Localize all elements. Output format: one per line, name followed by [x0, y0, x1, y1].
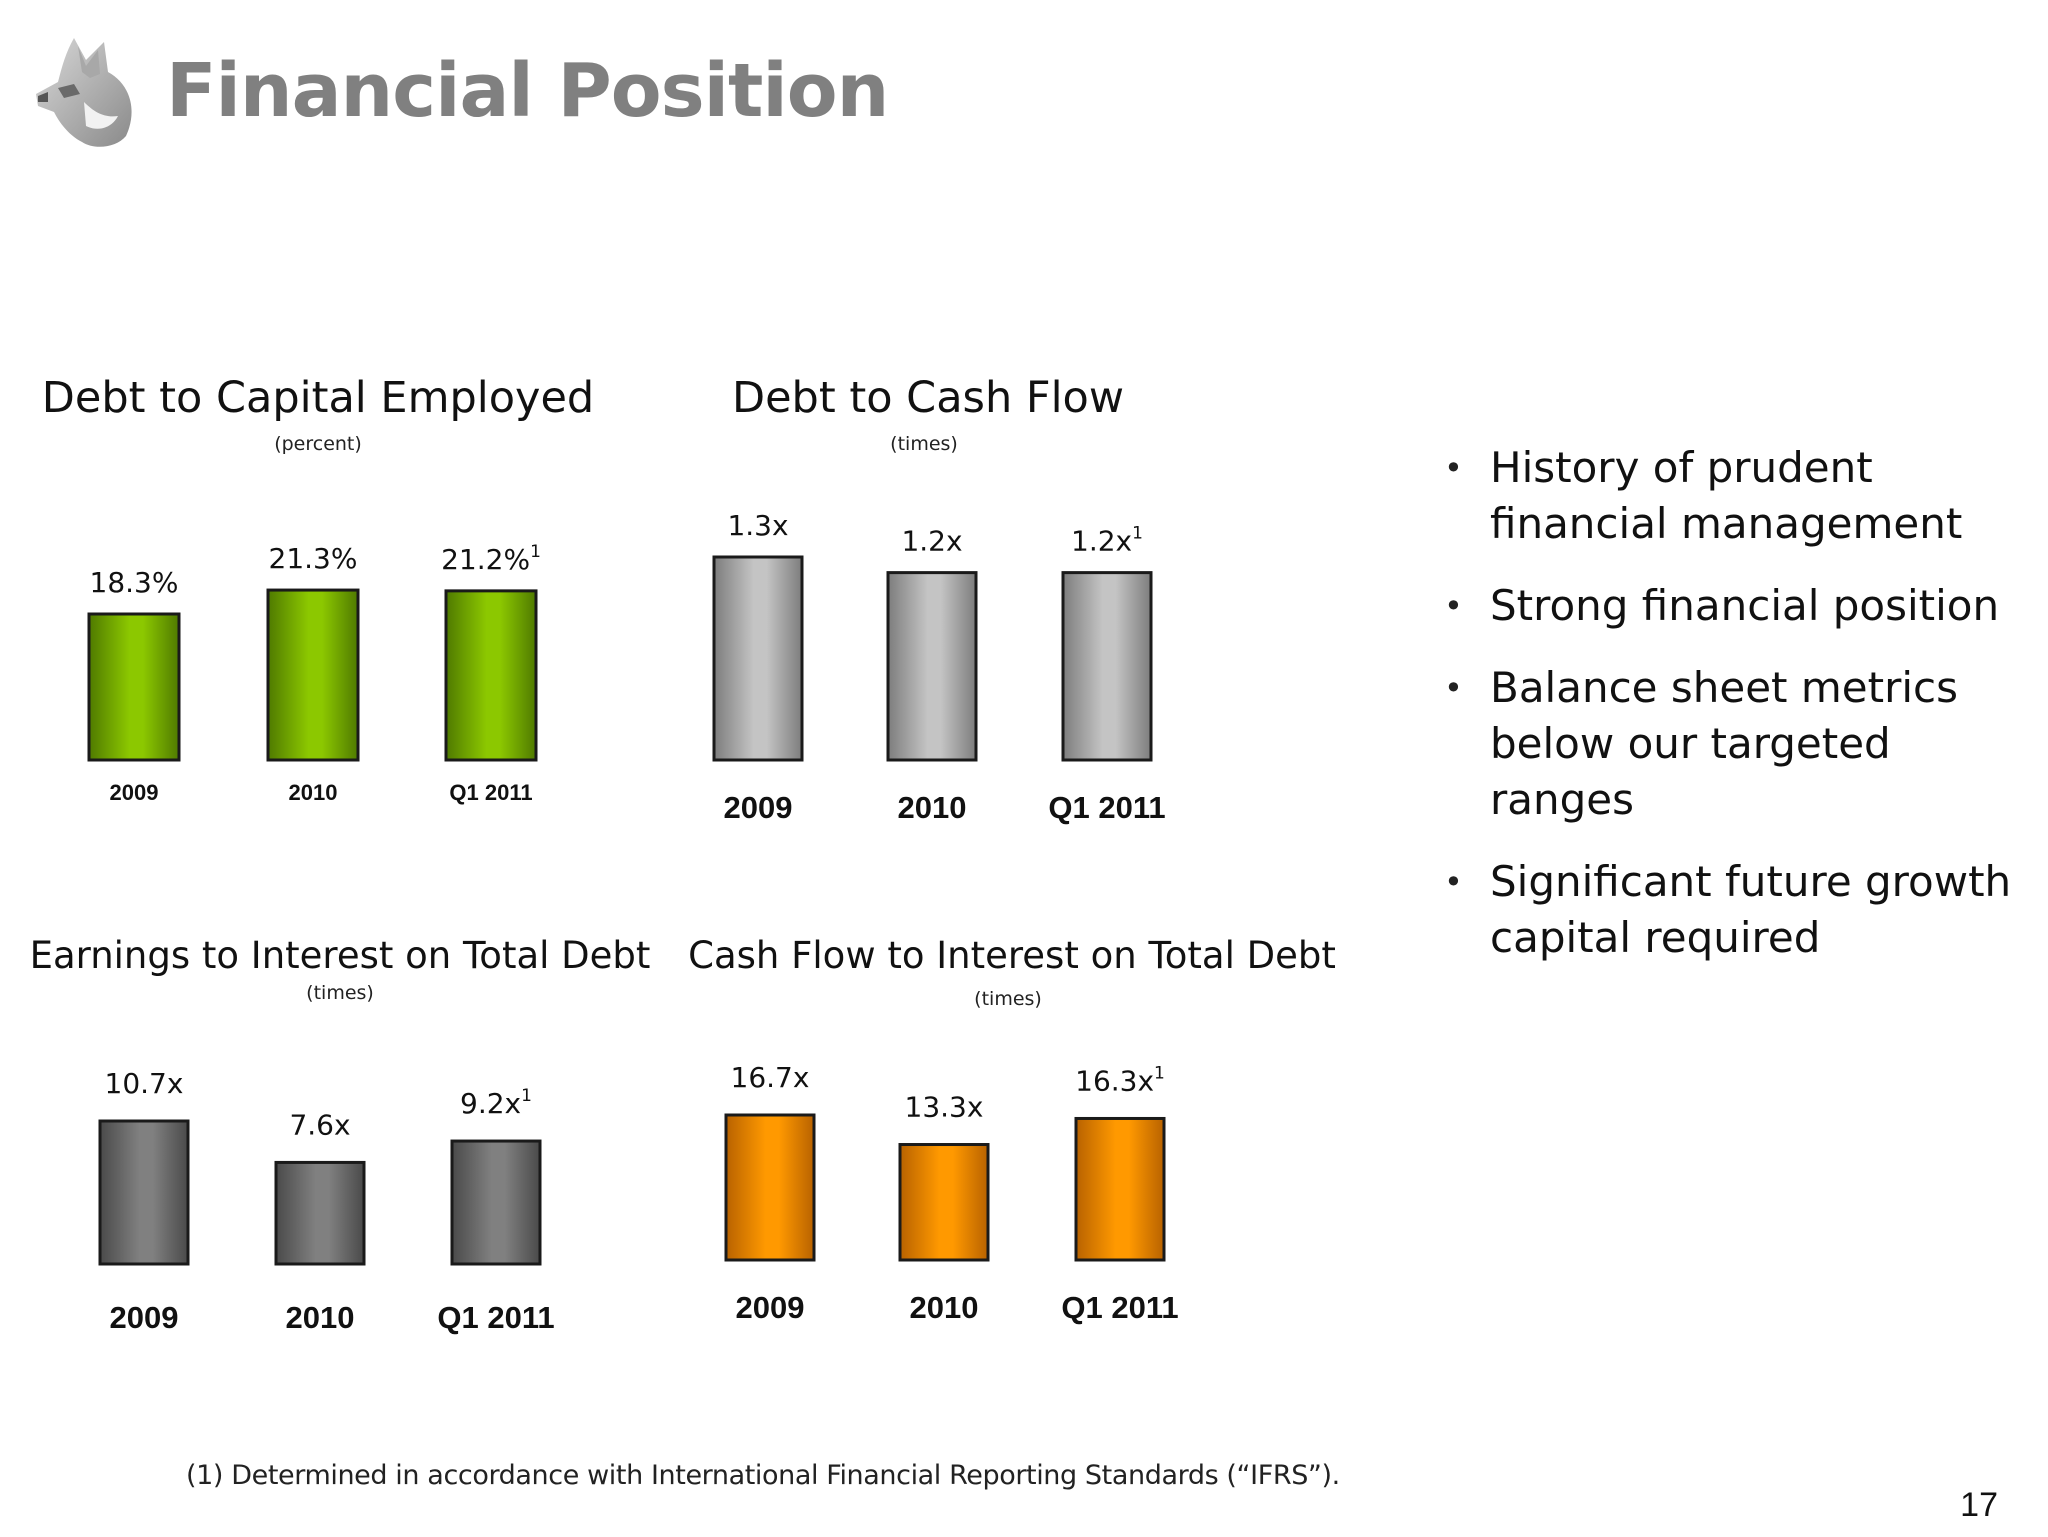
bullet-dot-icon: •	[1444, 669, 1463, 707]
bullet-item: • Strong financial position	[1440, 578, 2040, 634]
footnote-mark: 1	[1132, 524, 1143, 544]
category-label: 2010	[286, 1300, 355, 1335]
bullet-dot-icon: •	[1444, 449, 1463, 487]
chart-title: Debt to Cash Flow	[732, 373, 1124, 423]
bar	[886, 571, 978, 762]
chart-title: Earnings to Interest on Total Debt	[30, 934, 651, 977]
chart-cash-flow-to-interest: Cash Flow to Interest on Total Debt (time…	[688, 934, 1336, 1325]
category-label: Q1 2011	[437, 1300, 554, 1335]
chart-title: Debt to Capital Employed	[42, 373, 594, 423]
value-label: 21.3%	[269, 542, 358, 575]
value-label: 16.7x	[731, 1061, 810, 1094]
value-label: 1.3x	[727, 509, 788, 542]
chart-title: Cash Flow to Interest on Total Debt	[688, 934, 1336, 977]
chart-subtitle: (times)	[974, 988, 1042, 1010]
footnote-mark: 1	[1154, 1063, 1165, 1083]
category-label: 2009	[724, 790, 793, 825]
value-label: 7.6x	[289, 1108, 350, 1141]
category-label: 2009	[736, 1290, 805, 1325]
husky-head-icon	[36, 38, 132, 147]
bar	[898, 1143, 990, 1262]
bar	[712, 555, 804, 762]
value-label: 1.2x	[901, 525, 962, 558]
bar	[87, 612, 181, 762]
bullet-item: • Significant future growth capital requi…	[1440, 854, 2040, 966]
category-label: 2010	[289, 780, 338, 805]
footnote-mark: 1	[530, 542, 541, 562]
category-label: 2010	[898, 790, 967, 825]
category-label: 2010	[910, 1290, 979, 1325]
value-label: 13.3x	[905, 1091, 984, 1124]
page-title: Financial Position	[166, 48, 889, 134]
bullet-item: • History of prudent financial management	[1440, 440, 2040, 552]
value-label: 18.3%	[90, 566, 179, 599]
chart-subtitle: (times)	[306, 982, 374, 1004]
bar	[266, 588, 360, 762]
bullet-dot-icon: •	[1444, 863, 1463, 901]
footnote: (1) Determined in accordance with Intern…	[186, 1460, 1340, 1491]
bar	[444, 589, 538, 762]
bar	[450, 1139, 542, 1266]
chart-debt-to-cash-flow: Debt to Cash Flow (times) 1.3x 2009 1.2x 2010…	[712, 373, 1166, 825]
category-label: Q1 2011	[1048, 790, 1165, 825]
chart-subtitle: (times)	[890, 433, 958, 455]
category-label: 2009	[110, 780, 159, 805]
value-label: 21.2%1	[441, 542, 541, 576]
bar	[274, 1160, 366, 1266]
chart-subtitle: (percent)	[274, 433, 362, 455]
bar	[98, 1119, 190, 1266]
category-label: Q1 2011	[1061, 1290, 1178, 1325]
bullet-dot-icon: •	[1444, 587, 1463, 625]
bar	[724, 1113, 816, 1262]
page-number: 17	[1960, 1486, 1998, 1524]
chart-earnings-to-interest: Earnings to Interest on Total Debt (times…	[30, 934, 651, 1335]
value-label: 10.7x	[105, 1067, 184, 1100]
value-label: 9.2x1	[460, 1086, 532, 1120]
value-label: 16.3x1	[1075, 1063, 1165, 1097]
bar	[1061, 571, 1153, 762]
category-label: 2009	[110, 1300, 179, 1335]
bullet-list: • History of prudent financial management…	[1440, 440, 2040, 992]
bar	[1074, 1116, 1166, 1262]
bullet-item: • Balance sheet metrics below our targete…	[1440, 660, 2040, 828]
footnote-mark: 1	[521, 1086, 532, 1106]
category-label: Q1 2011	[449, 780, 532, 805]
chart-debt-to-capital: Debt to Capital Employed (percent) 18.3% 20…	[42, 373, 594, 805]
value-label: 1.2x1	[1071, 524, 1143, 558]
